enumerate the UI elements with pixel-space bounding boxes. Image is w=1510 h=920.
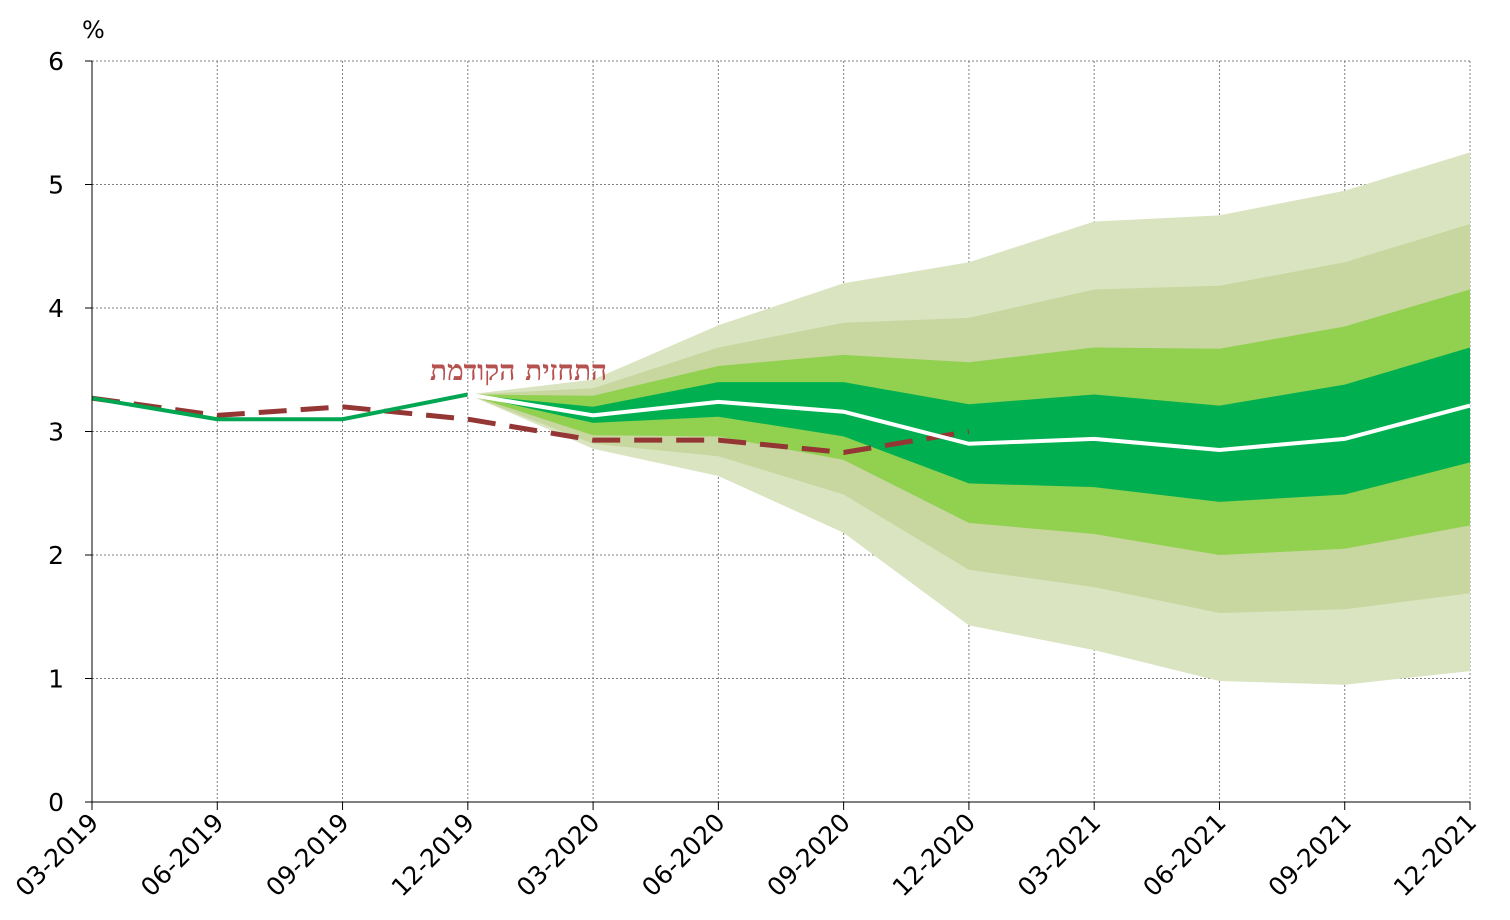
y-tick-label: 5 xyxy=(48,171,64,200)
x-tick-label: 09-2019 xyxy=(260,808,354,902)
x-tick-label: 03-2020 xyxy=(511,808,605,902)
x-tick-label: 12-2020 xyxy=(887,808,981,902)
x-tick-label: 06-2020 xyxy=(636,808,730,902)
axes xyxy=(85,60,1471,810)
y-tick-label: 6 xyxy=(48,47,64,76)
x-tick-label: 06-2019 xyxy=(135,808,229,902)
previous-forecast-label: התחזית הקודמת xyxy=(430,354,607,387)
y-unit-label: % xyxy=(82,16,105,44)
x-tick-label: 09-2021 xyxy=(1263,808,1357,902)
previous-forecast-line xyxy=(91,395,970,456)
forecast-central-line xyxy=(467,392,1471,453)
y-tick-label: 3 xyxy=(48,418,64,447)
fan-band-4 xyxy=(467,347,1470,502)
fan-bands xyxy=(467,152,1470,685)
x-tick-label: 12-2019 xyxy=(386,808,480,902)
x-tick-label: 09-2020 xyxy=(762,808,856,902)
x-tick-label: 03-2019 xyxy=(10,808,104,902)
y-tick-label: 2 xyxy=(48,541,64,570)
y-tick-label: 1 xyxy=(48,665,64,694)
x-tick-label: 12-2021 xyxy=(1388,808,1482,902)
actual-line xyxy=(91,392,469,422)
series-lines xyxy=(91,392,1471,456)
y-tick-label: 0 xyxy=(48,788,64,817)
x-tick-label: 06-2021 xyxy=(1137,808,1231,902)
x-tick-label: 03-2021 xyxy=(1012,808,1106,902)
y-tick-label: 4 xyxy=(48,294,64,323)
